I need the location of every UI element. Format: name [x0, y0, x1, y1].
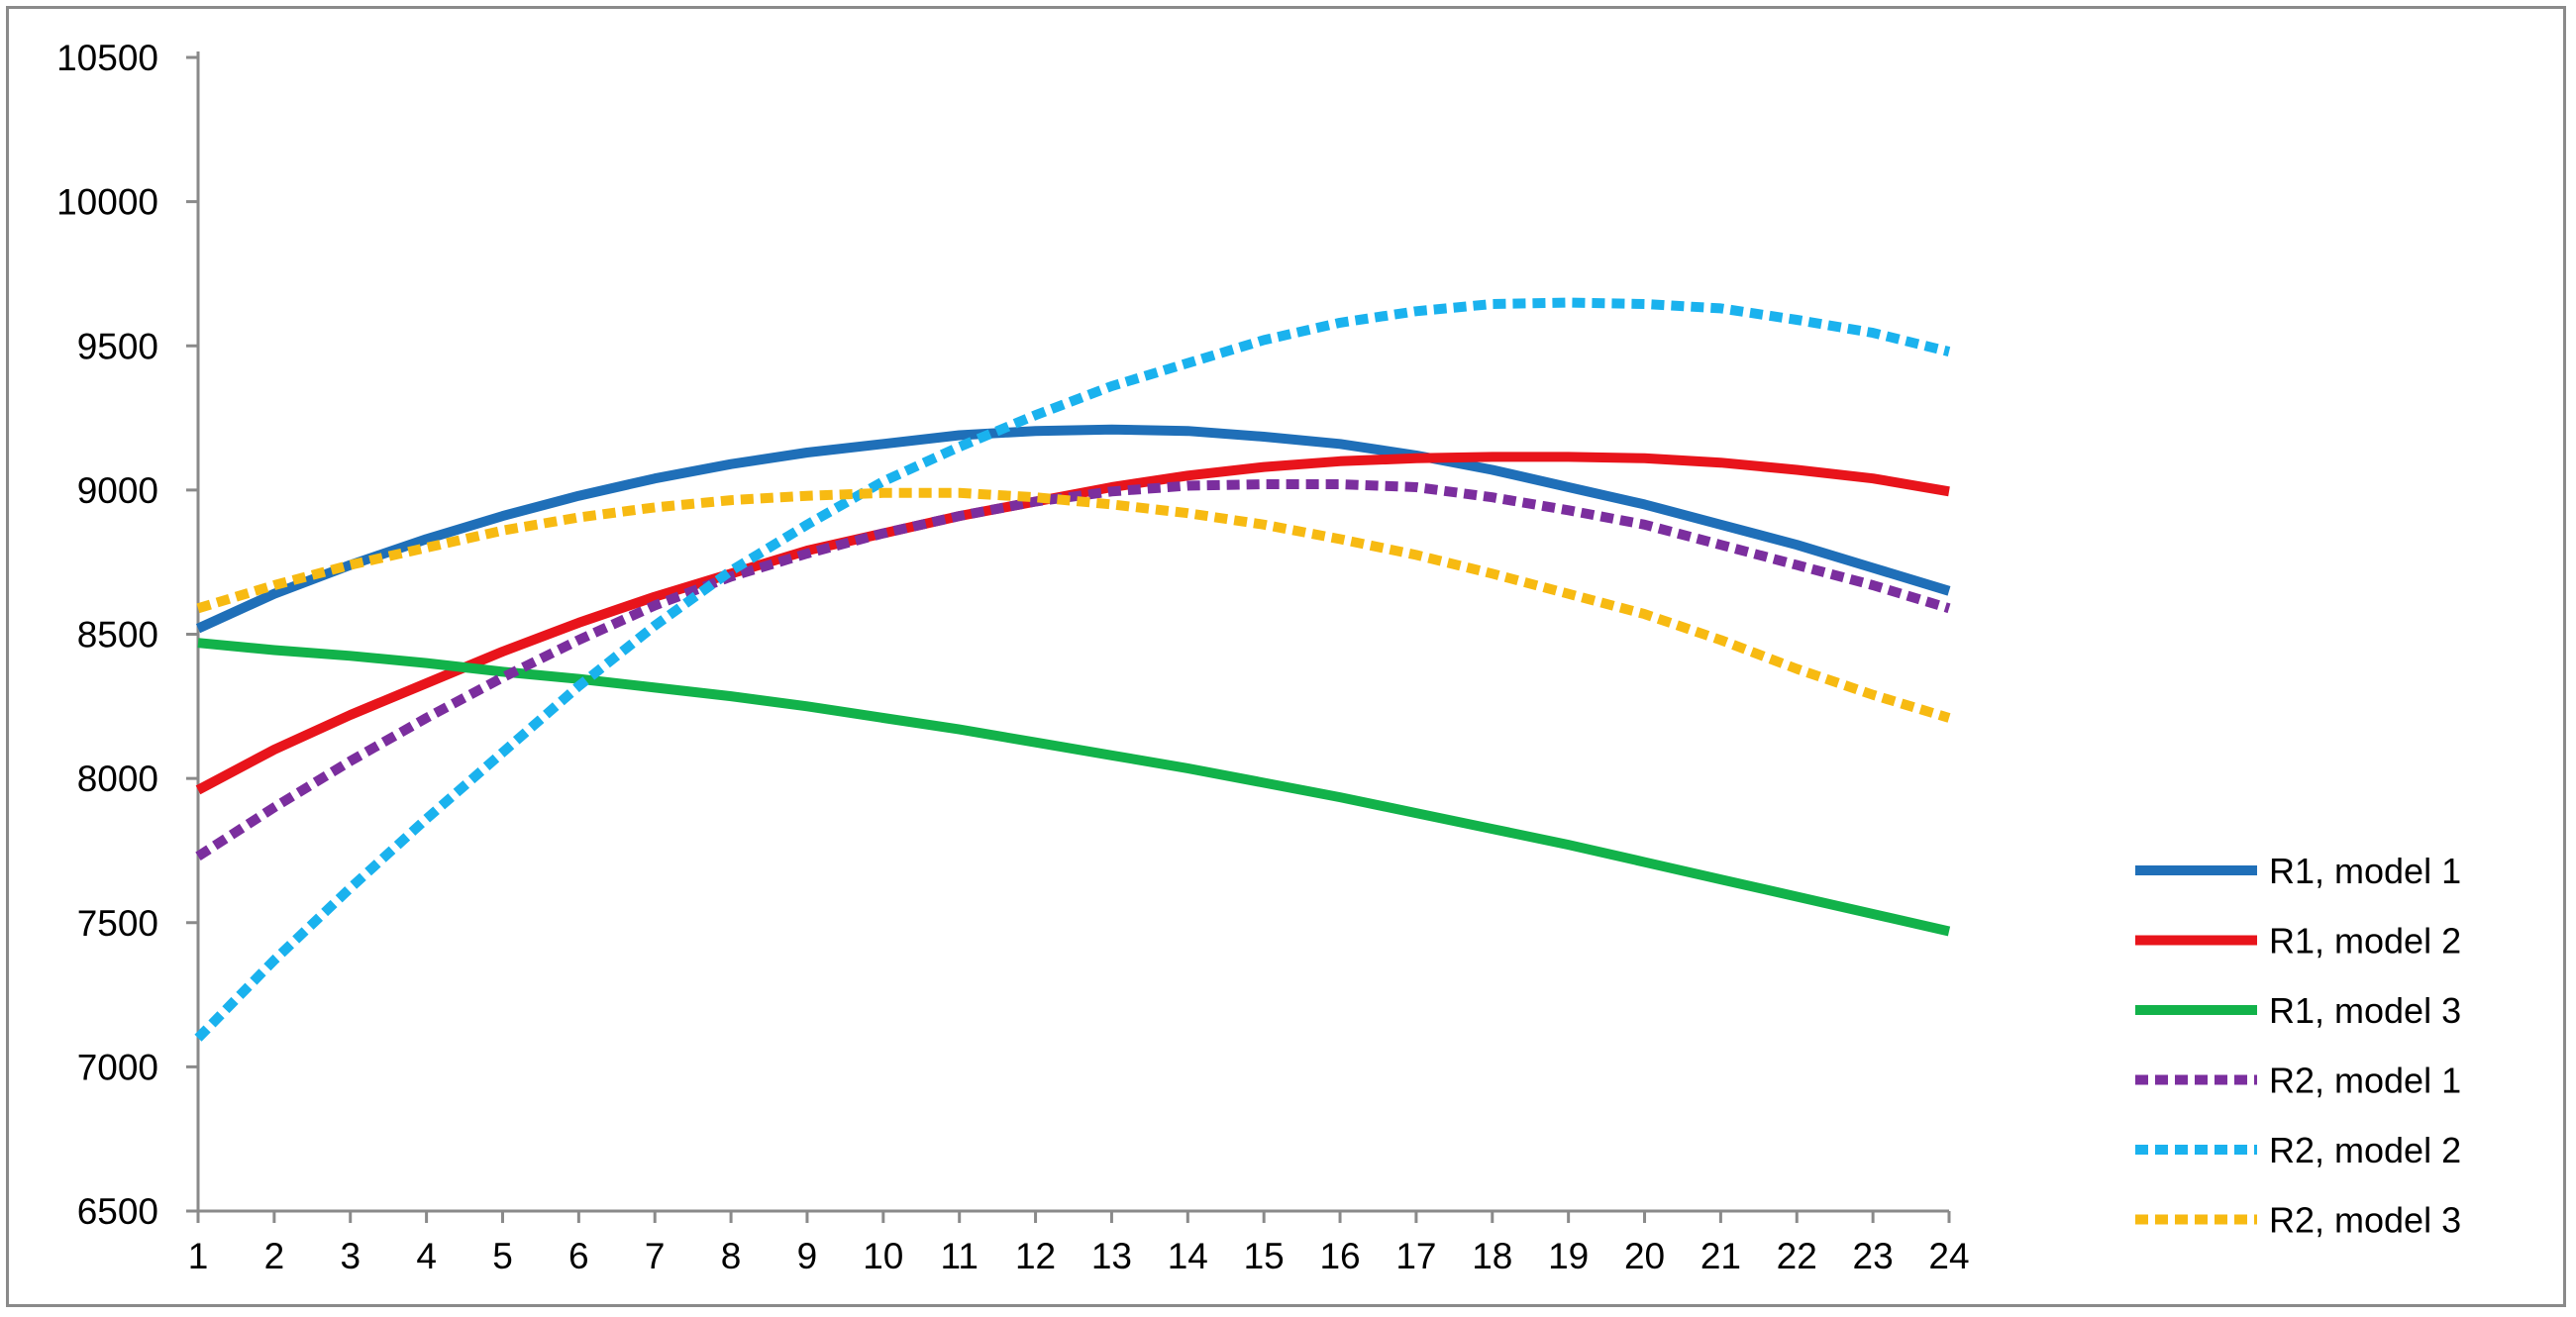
x-tick-label: 6	[568, 1236, 589, 1276]
x-tick-label: 11	[940, 1236, 978, 1276]
x-tick-label: 12	[1015, 1236, 1056, 1276]
x-tick-label: 14	[1168, 1236, 1208, 1276]
chart-frame: 6500 7000 7500 8000 8500 9000 9500 10000 10500 1 2…	[6, 6, 2566, 1307]
y-tick-label: 8000	[77, 759, 158, 799]
series-line-1	[195, 424, 1951, 634]
y-tick-label: 8500	[77, 615, 158, 656]
x-tick-label: 15	[1244, 1236, 1285, 1276]
y-tick-label: 7500	[77, 903, 158, 944]
legend-label-2: R1, model 2	[2269, 921, 2461, 962]
y-tick-label: 9000	[77, 470, 158, 511]
series-line-5	[194, 297, 1951, 1042]
legend-label-5: R2, model 2	[2269, 1130, 2461, 1170]
x-tick-label: 8	[721, 1236, 742, 1276]
x-tick-label: 23	[1853, 1236, 1894, 1276]
x-tick-label: 3	[340, 1236, 361, 1276]
legend-label-4: R2, model 1	[2269, 1061, 2461, 1101]
legend-label-3: R1, model 3	[2269, 990, 2461, 1031]
x-tick-label: 4	[416, 1236, 437, 1276]
y-tick-label: 10000	[56, 182, 158, 223]
x-tick-label: 10	[863, 1236, 903, 1276]
series-line-4	[195, 479, 1951, 861]
x-tick-label: 13	[1091, 1236, 1132, 1276]
y-tick-label: 6500	[77, 1191, 158, 1232]
x-tick-label: 5	[492, 1236, 513, 1276]
x-tick-label: 9	[797, 1236, 818, 1276]
x-tick-label: 17	[1395, 1236, 1436, 1276]
x-tick-label: 2	[264, 1236, 285, 1276]
y-tick-label: 9500	[77, 326, 158, 366]
x-tick-label: 24	[1928, 1236, 1969, 1276]
x-tick-label: 16	[1319, 1236, 1360, 1276]
legend-label-6: R2, model 3	[2269, 1200, 2461, 1241]
legend-label-1: R1, model 1	[2269, 851, 2461, 891]
x-tick-label: 20	[1624, 1236, 1665, 1276]
series-line-3	[197, 638, 1951, 937]
y-tick-label: 10500	[56, 38, 158, 78]
x-tick-label: 19	[1548, 1236, 1589, 1276]
x-tick-label: 1	[188, 1236, 209, 1276]
x-tick-label: 18	[1472, 1236, 1512, 1276]
series-line-6	[196, 487, 1951, 723]
x-tick-label: 7	[645, 1236, 666, 1276]
y-tick-label: 7000	[77, 1047, 158, 1087]
x-tick-label: 22	[1777, 1236, 1817, 1276]
x-tick-label: 21	[1700, 1236, 1741, 1276]
